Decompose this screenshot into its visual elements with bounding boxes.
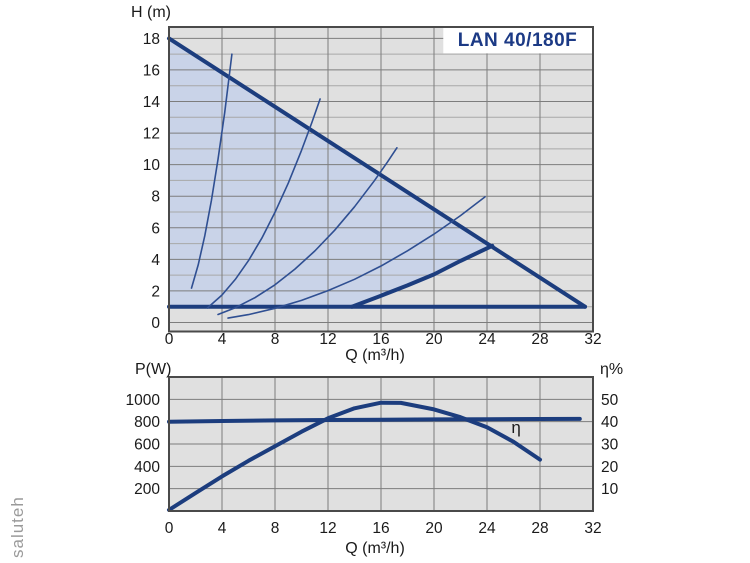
- tick-label: 40: [601, 414, 619, 431]
- tick-label: 400: [134, 459, 160, 476]
- tick-label: 10: [601, 481, 619, 498]
- bottom-chart: 0 4 8 12 16 20 24 28 32 200 400 600 800 1000 10 20 30 40 5…: [126, 376, 619, 537]
- bottom-chart-x-axis-title: Q (m³/h): [345, 540, 405, 557]
- tick-label: 8: [151, 189, 160, 206]
- tick-label: 6: [151, 220, 160, 237]
- tick-label: 12: [319, 520, 336, 537]
- bottom-chart-border: [168, 376, 594, 512]
- tick-label: 32: [584, 520, 601, 537]
- tick-label: 800: [134, 414, 160, 431]
- power-curve: [167, 416, 582, 424]
- eta-annotation: η: [511, 418, 520, 437]
- tick-label: 4: [151, 252, 160, 269]
- top-chart-grid: [169, 27, 593, 332]
- tick-label: 28: [531, 520, 548, 537]
- top-chart-x-tick-labels: 0 4 8 12 16 20 24 28 32: [165, 331, 602, 348]
- bottom-chart-left-axis-title: P(W): [135, 361, 172, 378]
- tick-label: 4: [218, 520, 227, 537]
- tick-label: 50: [601, 392, 619, 409]
- bottom-chart-right-axis-title: η%: [600, 361, 624, 378]
- tick-label: 16: [372, 520, 389, 537]
- top-chart-border: [168, 26, 594, 333]
- tick-label: 0: [151, 315, 160, 332]
- tick-label: 20: [425, 520, 443, 537]
- tick-label: 200: [134, 481, 160, 498]
- tick-label: 20: [425, 331, 443, 348]
- tick-label: 12: [143, 126, 160, 143]
- tick-label: 2: [151, 283, 160, 300]
- system-parabola-3: [217, 147, 398, 316]
- tick-label: 10: [143, 157, 161, 174]
- tick-label: 32: [584, 331, 601, 348]
- tick-label: 8: [271, 331, 280, 348]
- watermark: saluteh: [8, 496, 27, 558]
- tick-label: 16: [372, 331, 389, 348]
- bottom-chart-right-tick-labels: 10 20 30 40 50: [601, 392, 619, 498]
- top-chart-y-tick-labels: 0 2 4 6 8 10 12 14 16 18: [143, 31, 161, 332]
- top-chart-y-axis-title: H (m): [131, 4, 171, 21]
- tick-label: 4: [218, 331, 227, 348]
- tick-label: 16: [143, 62, 160, 79]
- system-parabola-1: [190, 53, 233, 289]
- field-lower-boundary: [349, 243, 495, 309]
- tick-label: 8: [271, 520, 280, 537]
- tick-label: 20: [601, 459, 619, 476]
- tick-label: 30: [601, 437, 619, 454]
- max-speed-curve: [167, 36, 587, 309]
- tick-label: 24: [478, 520, 496, 537]
- tick-label: 18: [143, 31, 160, 48]
- tick-label: 0: [165, 331, 174, 348]
- operating-field-region: [169, 38, 493, 307]
- pump-model-title: LAN 40/180F: [444, 28, 591, 53]
- tick-label: 1000: [126, 392, 161, 409]
- tick-label: 600: [134, 437, 160, 454]
- tick-label: 12: [319, 331, 336, 348]
- top-chart-x-axis-title: Q (m³/h): [345, 347, 405, 364]
- bottom-chart-left-tick-labels: 200 400 600 800 1000: [126, 392, 161, 498]
- system-parabola-4: [227, 196, 486, 319]
- tick-label: 14: [143, 94, 161, 111]
- efficiency-curve: [167, 400, 542, 512]
- bottom-chart-x-tick-labels: 0 4 8 12 16 20 24 28 32: [165, 520, 602, 537]
- tick-label: 28: [531, 331, 548, 348]
- system-parabola-2: [206, 98, 321, 309]
- tick-label: 24: [478, 331, 496, 348]
- tick-label: 0: [165, 520, 174, 537]
